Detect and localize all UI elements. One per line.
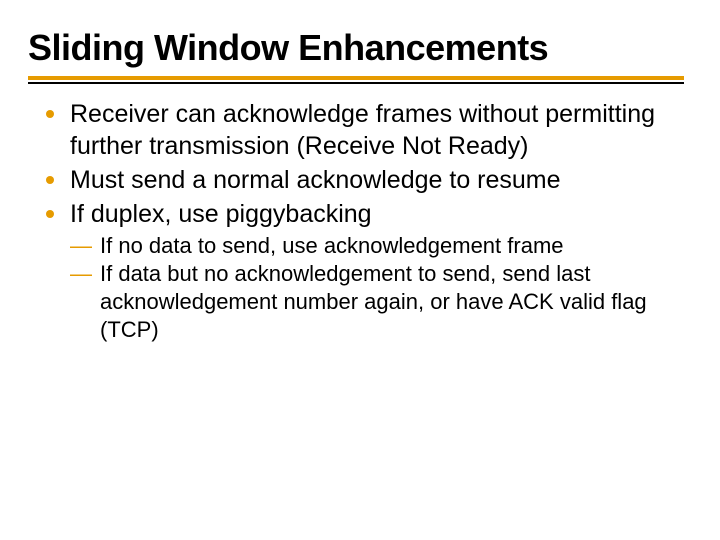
bullet-text: Receiver can acknowledge frames without …	[70, 100, 655, 160]
slide-title: Sliding Window Enhancements	[28, 28, 684, 68]
slide-body: Receiver can acknowledge frames without …	[28, 98, 684, 345]
bullet-item: If duplex, use piggybacking	[36, 198, 680, 230]
dash-text: If data but no acknowledgement to send, …	[100, 261, 647, 342]
bullet-item: Receiver can acknowledge frames without …	[36, 98, 680, 162]
bullet-text: Must send a normal acknowledge to resume	[70, 166, 561, 194]
bullet-text: If duplex, use piggybacking	[70, 200, 372, 228]
dash-list: If no data to send, use acknowledgement …	[36, 232, 680, 345]
slide: Sliding Window Enhancements Receiver can…	[0, 0, 720, 540]
bullet-list: Receiver can acknowledge frames without …	[36, 98, 680, 230]
bullet-item: Must send a normal acknowledge to resume	[36, 164, 680, 196]
dash-item: If no data to send, use acknowledgement …	[70, 232, 680, 260]
title-rule-accent	[28, 76, 684, 80]
dash-item: If data but no acknowledgement to send, …	[70, 260, 680, 344]
title-rule-black	[28, 82, 684, 84]
dash-text: If no data to send, use acknowledgement …	[100, 233, 564, 258]
